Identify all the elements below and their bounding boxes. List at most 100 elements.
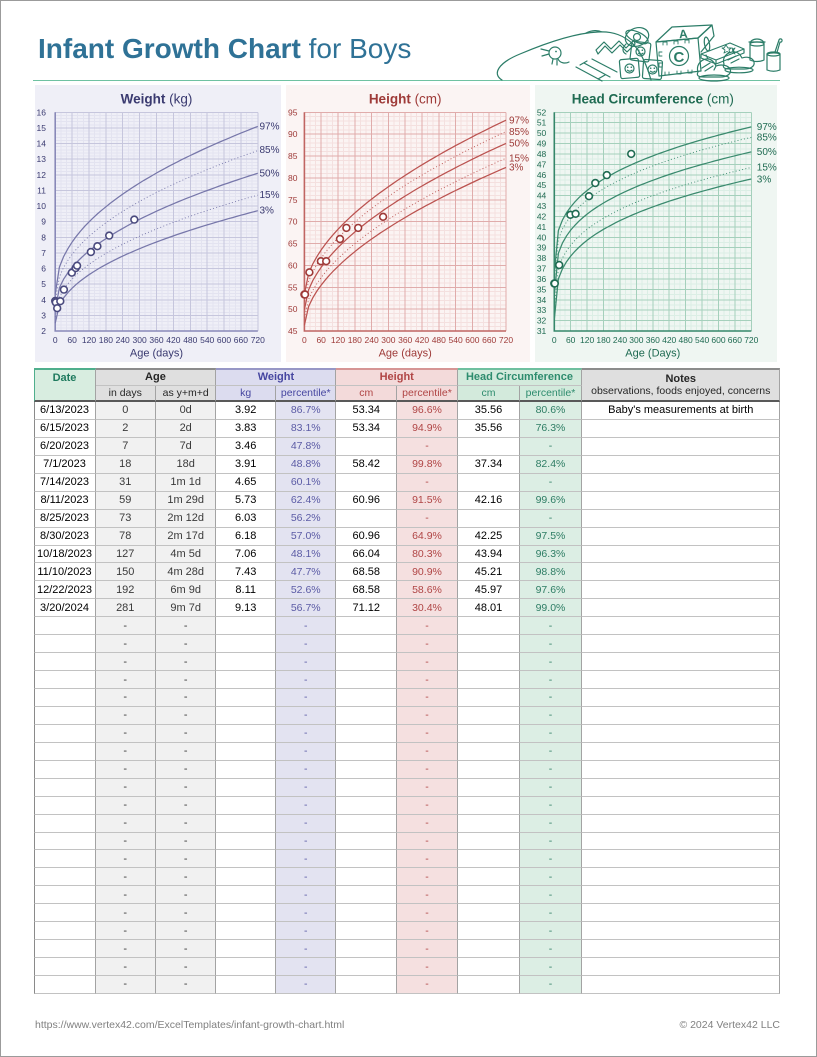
svg-text:660: 660 <box>482 335 496 345</box>
svg-text:Age (days): Age (days) <box>130 348 183 360</box>
svg-text:120: 120 <box>82 335 96 345</box>
svg-text:13: 13 <box>37 154 47 164</box>
svg-text:Weight (kg): Weight (kg) <box>121 92 193 107</box>
svg-text:720: 720 <box>499 335 513 345</box>
svg-text:50%: 50% <box>509 138 529 149</box>
svg-text:52: 52 <box>537 107 547 117</box>
svg-text:95: 95 <box>288 107 298 117</box>
svg-text:97%: 97% <box>756 122 776 133</box>
svg-text:9: 9 <box>41 217 46 227</box>
svg-text:5: 5 <box>41 279 46 289</box>
svg-text:420: 420 <box>662 335 676 345</box>
svg-text:120: 120 <box>331 335 345 345</box>
svg-text:480: 480 <box>183 335 197 345</box>
svg-text:300: 300 <box>381 335 395 345</box>
svg-text:8: 8 <box>41 232 46 242</box>
svg-text:49: 49 <box>537 139 547 149</box>
svg-text:A: A <box>679 27 689 42</box>
svg-text:Head Circumference (cm): Head Circumference (cm) <box>571 92 733 107</box>
svg-text:60: 60 <box>67 335 77 345</box>
svg-text:12: 12 <box>37 170 47 180</box>
svg-text:540: 540 <box>695 335 709 345</box>
svg-text:33: 33 <box>537 305 547 315</box>
svg-text:7: 7 <box>41 248 46 258</box>
svg-text:48: 48 <box>537 149 547 159</box>
svg-text:360: 360 <box>398 335 412 345</box>
svg-text:80: 80 <box>288 173 298 183</box>
svg-text:45: 45 <box>537 180 547 190</box>
svg-text:51: 51 <box>537 118 547 128</box>
svg-text:Height (cm): Height (cm) <box>369 92 442 107</box>
svg-text:480: 480 <box>678 335 692 345</box>
svg-text:720: 720 <box>251 335 265 345</box>
svg-text:Age (days): Age (days) <box>379 348 432 360</box>
svg-text:0: 0 <box>302 335 307 345</box>
svg-text:10: 10 <box>37 201 47 211</box>
svg-text:240: 240 <box>116 335 130 345</box>
svg-text:36: 36 <box>537 274 547 284</box>
svg-text:720: 720 <box>744 335 758 345</box>
svg-text:60: 60 <box>566 335 576 345</box>
svg-text:16: 16 <box>37 107 47 117</box>
svg-text:4: 4 <box>41 295 46 305</box>
svg-text:15%: 15% <box>260 190 280 201</box>
svg-text:0: 0 <box>53 335 58 345</box>
svg-text:480: 480 <box>432 335 446 345</box>
svg-text:240: 240 <box>613 335 627 345</box>
svg-text:37: 37 <box>537 264 547 274</box>
svg-text:50%: 50% <box>756 147 776 158</box>
svg-text:60: 60 <box>316 335 326 345</box>
svg-text:47: 47 <box>537 159 547 169</box>
svg-text:300: 300 <box>133 335 147 345</box>
svg-text:540: 540 <box>449 335 463 345</box>
svg-text:3%: 3% <box>509 163 524 174</box>
svg-text:6: 6 <box>41 264 46 274</box>
svg-text:420: 420 <box>415 335 429 345</box>
svg-text:600: 600 <box>217 335 231 345</box>
svg-text:90: 90 <box>288 129 298 139</box>
svg-text:Age (Days): Age (Days) <box>625 348 680 360</box>
svg-text:C: C <box>674 49 685 66</box>
svg-text:97%: 97% <box>509 115 529 126</box>
svg-text:300: 300 <box>629 335 643 345</box>
svg-text:600: 600 <box>711 335 725 345</box>
svg-text:420: 420 <box>166 335 180 345</box>
svg-text:45: 45 <box>288 326 298 336</box>
svg-text:180: 180 <box>348 335 362 345</box>
svg-text:3%: 3% <box>260 206 275 217</box>
svg-text:85%: 85% <box>756 132 776 143</box>
svg-text:360: 360 <box>149 335 163 345</box>
svg-text:46: 46 <box>537 170 547 180</box>
svg-text:240: 240 <box>365 335 379 345</box>
svg-text:15%: 15% <box>756 162 776 173</box>
svg-text:34: 34 <box>537 295 547 305</box>
svg-text:360: 360 <box>645 335 659 345</box>
svg-text:41: 41 <box>537 222 547 232</box>
svg-text:55: 55 <box>288 282 298 292</box>
svg-text:50%: 50% <box>260 168 280 179</box>
svg-text:85: 85 <box>288 151 298 161</box>
svg-text:32: 32 <box>537 316 547 326</box>
svg-text:35: 35 <box>537 284 547 294</box>
svg-text:660: 660 <box>234 335 248 345</box>
svg-text:42: 42 <box>537 211 547 221</box>
svg-text:65: 65 <box>288 239 298 249</box>
svg-text:50: 50 <box>537 128 547 138</box>
svg-text:43: 43 <box>537 201 547 211</box>
svg-text:180: 180 <box>596 335 610 345</box>
svg-text:44: 44 <box>537 191 547 201</box>
svg-text:60: 60 <box>288 260 298 270</box>
svg-text:660: 660 <box>727 335 741 345</box>
svg-text:3%: 3% <box>756 174 771 185</box>
svg-text:38: 38 <box>537 253 547 263</box>
svg-text:85%: 85% <box>509 127 529 138</box>
svg-text:40: 40 <box>537 232 547 242</box>
svg-text:0: 0 <box>552 335 557 345</box>
svg-text:120: 120 <box>580 335 594 345</box>
svg-text:11: 11 <box>37 185 46 195</box>
svg-text:540: 540 <box>200 335 214 345</box>
svg-text:97%: 97% <box>260 121 280 132</box>
svg-text:85%: 85% <box>260 145 280 156</box>
svg-text:2: 2 <box>41 326 46 336</box>
svg-text:15%: 15% <box>509 153 529 164</box>
